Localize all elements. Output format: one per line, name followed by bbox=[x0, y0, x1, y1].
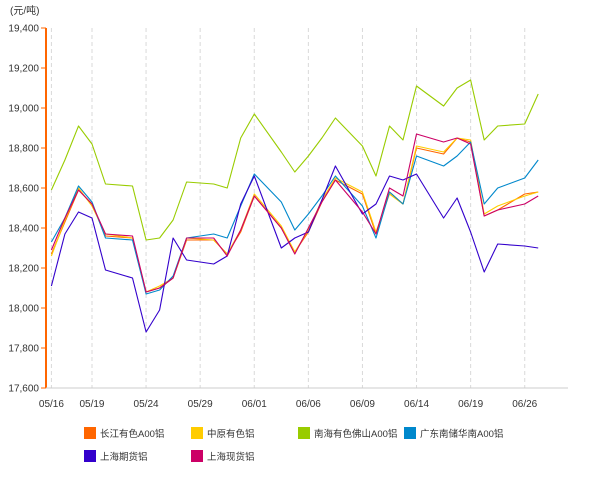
series-line-4[interactable] bbox=[50, 141, 539, 295]
series-line-1[interactable] bbox=[50, 137, 539, 293]
legend-item[interactable]: 上海现货铝 bbox=[191, 450, 255, 463]
legend-item[interactable]: 南海有色佛山A00铝 bbox=[298, 427, 397, 440]
legend-swatch bbox=[191, 450, 203, 462]
series-line-2[interactable] bbox=[50, 137, 539, 293]
y-tick-label: 18,200 bbox=[8, 264, 39, 275]
y-tick-label: 18,800 bbox=[8, 144, 39, 155]
x-tick-label: 05/29 bbox=[188, 399, 213, 410]
x-tick-label: 06/01 bbox=[242, 399, 267, 410]
legend-item[interactable]: 上海期货铝 bbox=[84, 450, 148, 463]
legend-label: 南海有色佛山A00铝 bbox=[314, 428, 397, 440]
y-axis-unit-label: (元/吨) bbox=[10, 4, 39, 17]
legend-label: 上海现货铝 bbox=[207, 451, 255, 463]
y-tick-label: 18,400 bbox=[8, 224, 39, 235]
y-tick-label: 18,000 bbox=[8, 304, 39, 315]
x-tick-label: 05/16 bbox=[39, 399, 64, 410]
x-tick-label: 06/26 bbox=[512, 399, 537, 410]
legend-item[interactable]: 长江有色A00铝 bbox=[84, 427, 164, 440]
series-line-6[interactable] bbox=[50, 133, 539, 293]
y-tick-label: 18,600 bbox=[8, 184, 39, 195]
axis-layer: 05/16 05/19 05/24 05/29 06/01 06/06 06/09 06/14… bbox=[8, 24, 568, 410]
x-tick-label: 06/14 bbox=[404, 399, 429, 410]
y-tick-label: 17,800 bbox=[8, 344, 39, 355]
series-layer bbox=[50, 79, 539, 333]
x-tick-label: 06/09 bbox=[350, 399, 375, 410]
x-tick-label: 06/06 bbox=[296, 399, 321, 410]
legend-label: 上海期货铝 bbox=[100, 451, 148, 463]
y-tick-label: 19,000 bbox=[8, 104, 39, 115]
series-line-3[interactable] bbox=[50, 79, 539, 241]
legend-swatch bbox=[404, 427, 416, 439]
legend-label: 广东南储华南A00铝 bbox=[420, 428, 503, 440]
x-tick-label: 06/19 bbox=[458, 399, 483, 410]
grid-layer bbox=[50, 28, 526, 388]
legend-swatch bbox=[191, 427, 203, 439]
x-tick-label: 05/24 bbox=[134, 399, 159, 410]
legend-item[interactable]: 中原有色铝 bbox=[191, 427, 255, 440]
legend-swatch bbox=[84, 450, 96, 462]
series-line-5[interactable] bbox=[50, 165, 539, 333]
y-tick-label: 19,400 bbox=[8, 24, 39, 35]
legend-swatch bbox=[84, 427, 96, 439]
x-tick-label: 05/19 bbox=[79, 399, 104, 410]
y-tick-label: 19,200 bbox=[8, 64, 39, 75]
legend-label: 长江有色A00铝 bbox=[100, 428, 164, 440]
y-tick-label: 17,600 bbox=[8, 384, 39, 395]
legend-item[interactable]: 广东南储华南A00铝 bbox=[404, 427, 503, 440]
legend-label: 中原有色铝 bbox=[207, 428, 255, 440]
legend-swatch bbox=[298, 427, 310, 439]
